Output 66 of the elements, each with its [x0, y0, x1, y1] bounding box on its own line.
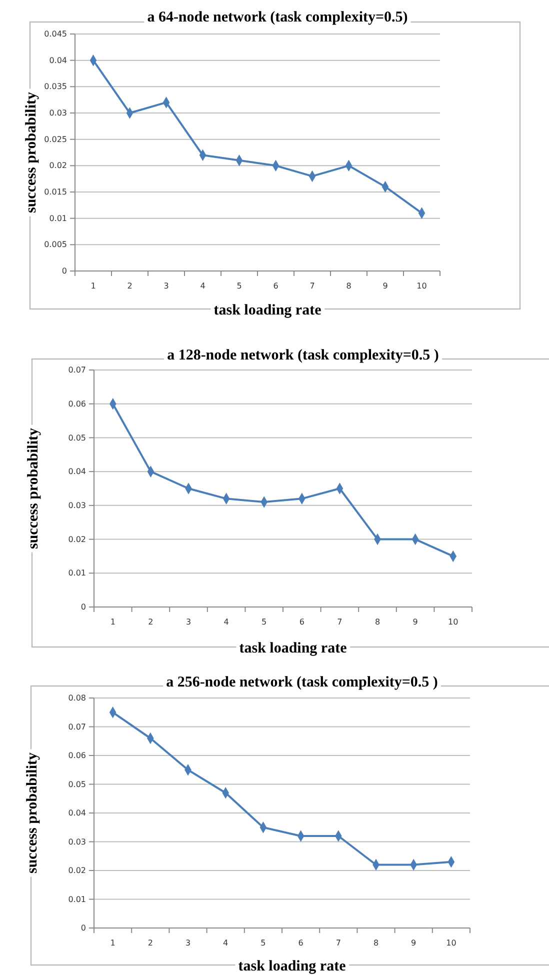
- x-tick-label: 3: [164, 282, 169, 291]
- x-tick-label: 9: [412, 618, 418, 627]
- x-tick-label: 5: [262, 618, 267, 627]
- x-tick-label: 9: [411, 938, 416, 948]
- x-tick-label: 1: [90, 282, 96, 291]
- y-tick-label: 0: [62, 266, 67, 276]
- y-tick-label: 0.015: [44, 188, 67, 197]
- y-tick-label: 0.04: [68, 808, 86, 818]
- x-tick-label: 10: [448, 618, 458, 627]
- y-tick-label: 0.05: [68, 433, 86, 442]
- y-tick-label: 0.01: [49, 214, 67, 223]
- x-tick-label: 9: [382, 282, 388, 291]
- chart-title: a 256-node network (task complexity=0.5 ): [166, 674, 438, 690]
- y-tick-label: 0.01: [68, 894, 86, 904]
- x-tick-label: 2: [127, 282, 132, 291]
- y-tick-label: 0.03: [68, 837, 86, 846]
- y-tick-label: 0.04: [68, 467, 86, 476]
- x-tick-label: 7: [310, 282, 315, 291]
- y-tick-label: 0: [80, 924, 86, 933]
- y-tick-label: 0.07: [68, 722, 86, 732]
- y-tick-label: 0.01: [68, 568, 86, 578]
- y-tick-label: 0.06: [68, 399, 86, 408]
- x-tick-label: 8: [346, 282, 352, 291]
- y-tick-label: 0.045: [44, 30, 67, 39]
- x-tick-label: 6: [273, 282, 278, 291]
- x-tick-label: 10: [416, 282, 427, 291]
- x-tick-label: 8: [373, 938, 379, 948]
- x-tick-label: 8: [374, 618, 380, 627]
- x-tick-label: 5: [260, 938, 266, 948]
- x-tick-label: 7: [336, 938, 341, 948]
- x-tick-label: 3: [185, 938, 191, 948]
- x-tick-label: 4: [224, 618, 229, 627]
- x-tick-label: 2: [148, 938, 153, 948]
- x-tick-label: 6: [299, 618, 304, 627]
- x-tick-label: 4: [223, 938, 228, 948]
- x-tick-label: 1: [110, 938, 116, 948]
- x-tick-label: 1: [110, 618, 116, 627]
- y-tick-label: 0.06: [68, 751, 86, 760]
- y-tick-label: 0.02: [68, 866, 86, 876]
- y-tick-label: 0.03: [68, 500, 86, 510]
- y-tick-label: 0.035: [44, 82, 67, 92]
- y-tick-label: 0.04: [49, 56, 67, 65]
- y-tick-label: 0.02: [68, 534, 86, 544]
- y-axis-title: success probability: [24, 752, 40, 874]
- y-axis-title: success probability: [23, 92, 40, 213]
- x-tick-label: 7: [337, 618, 342, 627]
- x-axis-title: task loading rate: [239, 640, 348, 656]
- x-axis-title: task loading rate: [238, 958, 346, 974]
- x-tick-label: 10: [446, 938, 456, 948]
- y-tick-label: 0.005: [44, 240, 67, 250]
- x-tick-label: 6: [298, 938, 304, 948]
- y-axis-title: success probability: [25, 428, 42, 549]
- chart-title: a 128-node network (task complexity=0.5 ): [167, 347, 439, 364]
- y-tick-label: 0.08: [68, 694, 86, 703]
- x-tick-label: 2: [148, 618, 154, 627]
- x-tick-label: 4: [200, 282, 206, 291]
- x-tick-label: 3: [186, 618, 192, 627]
- chart-title: a 64-node network (task complexity=0.5): [147, 9, 408, 26]
- y-tick-label: 0.02: [49, 161, 67, 170]
- y-tick-label: 0.03: [49, 108, 67, 118]
- x-axis-title: task loading rate: [214, 302, 322, 318]
- x-tick-label: 5: [236, 282, 242, 291]
- y-tick-label: 0.07: [68, 366, 86, 375]
- y-tick-label: 0.025: [44, 134, 67, 144]
- y-tick-label: 0: [80, 602, 86, 612]
- y-tick-label: 0.05: [68, 780, 86, 789]
